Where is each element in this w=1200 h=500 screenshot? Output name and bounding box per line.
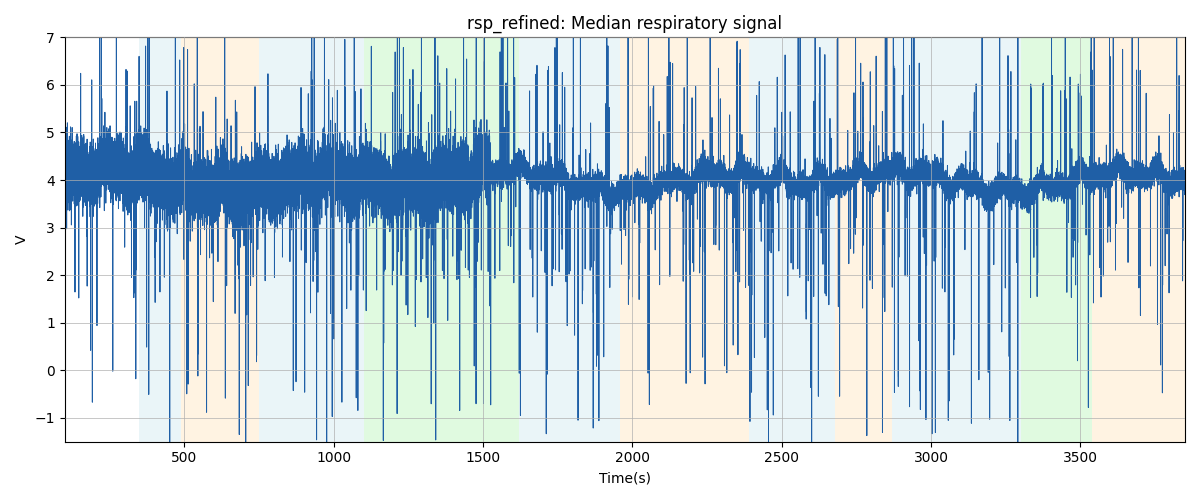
Y-axis label: V: V bbox=[16, 235, 29, 244]
Title: rsp_refined: Median respiratory signal: rsp_refined: Median respiratory signal bbox=[467, 15, 782, 34]
Bar bbox=[620, 38, 749, 442]
Bar bbox=[835, 38, 893, 442]
Bar bbox=[139, 38, 181, 442]
Bar bbox=[181, 38, 259, 442]
Bar bbox=[364, 38, 518, 442]
Bar bbox=[259, 38, 364, 442]
Bar bbox=[749, 38, 835, 442]
Bar bbox=[518, 38, 620, 442]
X-axis label: Time(s): Time(s) bbox=[599, 471, 650, 485]
Bar bbox=[1021, 38, 1092, 442]
Bar bbox=[893, 38, 1021, 442]
Bar bbox=[1092, 38, 1186, 442]
